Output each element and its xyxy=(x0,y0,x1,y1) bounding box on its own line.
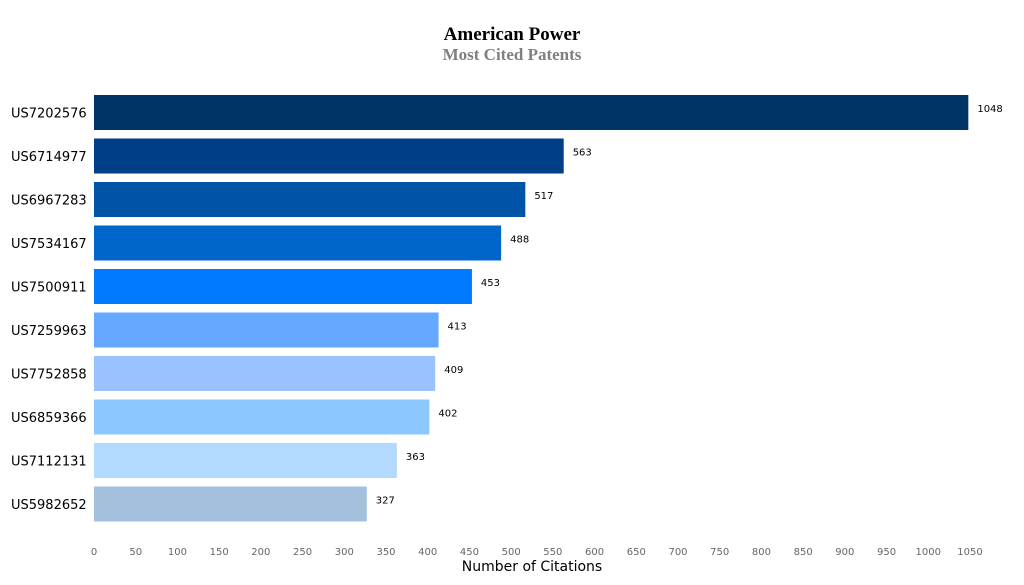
x-tick-label: 350 xyxy=(376,547,395,558)
category-label: US6714977 xyxy=(11,150,87,165)
x-tick-label: 450 xyxy=(460,547,479,558)
category-label: US7500911 xyxy=(11,281,87,296)
value-label: 488 xyxy=(510,235,529,246)
value-label: 402 xyxy=(438,409,457,420)
x-tick-label: 1000 xyxy=(916,547,941,558)
chart-subtitle: Most Cited Patents xyxy=(442,45,582,64)
x-tick-label: 300 xyxy=(335,547,354,558)
value-label: 363 xyxy=(406,452,425,463)
bar-US5982652 xyxy=(94,486,367,522)
bar-US6714977 xyxy=(94,138,564,174)
x-tick-label: 0 xyxy=(91,547,97,558)
x-tick-label: 200 xyxy=(251,547,270,558)
bar-US7752858 xyxy=(94,356,436,391)
chart-title: American Power xyxy=(443,24,581,45)
value-label: 517 xyxy=(534,191,553,202)
x-tick-label: 250 xyxy=(293,547,312,558)
x-tick-label: 750 xyxy=(710,547,729,558)
x-tick-label: 100 xyxy=(168,547,187,558)
x-tick-label: 850 xyxy=(794,547,813,558)
category-label: US7752858 xyxy=(11,368,87,383)
bar-US7112131 xyxy=(94,443,397,478)
x-tick-label: 900 xyxy=(835,547,854,558)
x-tick-label: 600 xyxy=(585,547,604,558)
value-label: 327 xyxy=(376,496,395,507)
category-labels: US7202576 US6714977 US6967283 US7534167 US75… xyxy=(11,107,87,514)
x-tick-label: 950 xyxy=(877,547,896,558)
bar-US6967283 xyxy=(94,182,526,217)
x-tick-label: 150 xyxy=(210,547,229,558)
bar-US7259963 xyxy=(94,312,439,348)
x-tick-label: 500 xyxy=(502,547,521,558)
value-label: 1048 xyxy=(977,104,1002,115)
category-label: US7112131 xyxy=(11,455,87,470)
x-axis-ticks: 0 50 100 150 200 250 300 350 400 450 500 550 600 650 7… xyxy=(91,547,983,558)
x-tick-label: 700 xyxy=(668,547,687,558)
bar-US7500911 xyxy=(94,269,472,304)
value-label: 563 xyxy=(573,148,592,159)
bar-US7202576 xyxy=(94,95,969,130)
category-label: US6967283 xyxy=(11,194,87,209)
bar-US6859366 xyxy=(94,399,430,435)
x-tick-label: 650 xyxy=(627,547,646,558)
value-label: 413 xyxy=(448,322,467,333)
x-tick-label: 1050 xyxy=(957,547,982,558)
x-axis-title: Number of Citations xyxy=(462,559,602,575)
category-label: US5982652 xyxy=(11,498,87,513)
x-tick-label: 550 xyxy=(543,547,562,558)
category-label: US7534167 xyxy=(11,237,87,252)
x-tick-label: 800 xyxy=(752,547,771,558)
bars-group xyxy=(94,95,969,522)
category-label: US7202576 xyxy=(11,107,87,122)
x-tick-label: 50 xyxy=(129,547,142,558)
value-label: 409 xyxy=(444,365,463,376)
bar-US7534167 xyxy=(94,225,502,261)
value-label: 453 xyxy=(481,278,500,289)
category-label: US6859366 xyxy=(11,411,87,426)
value-labels: 1048 563 517 488 453 413 409 402 363 327 xyxy=(376,104,1003,507)
x-tick-label: 400 xyxy=(418,547,437,558)
category-label: US7259963 xyxy=(11,324,87,339)
